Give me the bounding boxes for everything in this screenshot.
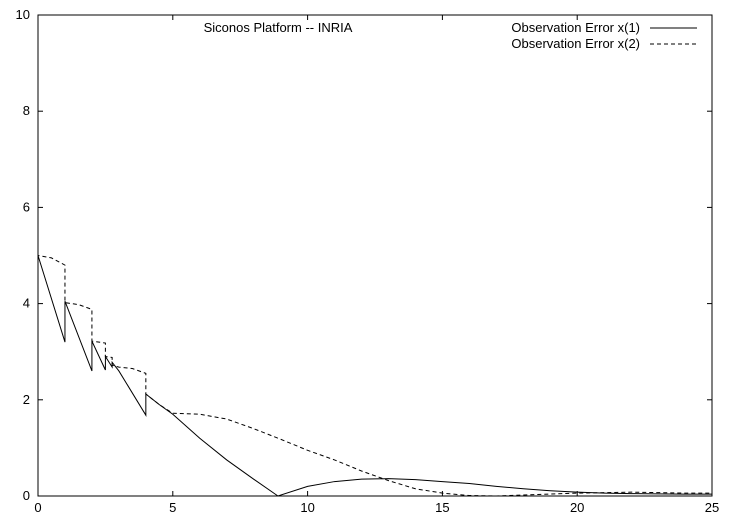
- legend-label-x2: Observation Error x(2): [511, 36, 640, 51]
- series-line-x2: [37, 254, 712, 497]
- x-tick-label: 10: [300, 500, 314, 515]
- plot-frame: [37, 14, 713, 497]
- x-tick-label: 20: [570, 500, 584, 515]
- y-tick-label: 2: [23, 392, 30, 407]
- x-tick-label: 25: [705, 500, 719, 515]
- legend-label-x1: Observation Error x(1): [511, 20, 640, 35]
- series-layer: [37, 254, 712, 497]
- y-tick-label: 8: [23, 103, 30, 118]
- chart-title: Siconos Platform -- INRIA: [204, 20, 353, 35]
- x-tick-label: 5: [169, 500, 176, 515]
- y-tick-label: 6: [23, 199, 30, 214]
- legend: Observation Error x(1) Observation Error…: [511, 20, 697, 51]
- series-line-x1: [37, 255, 712, 497]
- x-tick-label: 0: [34, 500, 41, 515]
- y-tick-label: 4: [23, 296, 30, 311]
- axis-tick-labels: 0 5 10 15 20 25 0 2 4 6 8 10: [16, 7, 720, 515]
- axis-ticks: [37, 14, 713, 497]
- y-tick-label: 0: [23, 488, 30, 503]
- x-tick-label: 15: [435, 500, 449, 515]
- y-tick-label: 10: [16, 7, 30, 22]
